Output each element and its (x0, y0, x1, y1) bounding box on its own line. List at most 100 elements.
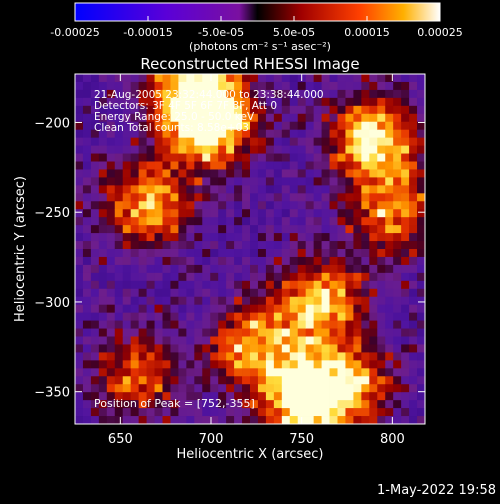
heatmap-cell (98, 129, 108, 139)
heatmap-cell (210, 153, 219, 162)
heatmap-cell (186, 328, 195, 337)
heatmap-cell (377, 193, 386, 202)
heatmap-cell (186, 241, 195, 250)
heatmap-cell (130, 153, 140, 162)
heatmap-cell (130, 97, 140, 107)
heatmap-cell (138, 209, 147, 218)
heatmap-cell (345, 416, 354, 425)
heatmap-cell (186, 121, 195, 131)
heatmap-cell (250, 280, 259, 290)
heatmap-cell (210, 161, 219, 170)
heatmap-cell (242, 89, 251, 99)
heatmap-cell (162, 400, 171, 409)
heatmap-cell (202, 264, 211, 274)
heatmap-cell (329, 416, 338, 425)
heatmap-cell (273, 129, 283, 139)
heatmap-cell (329, 137, 338, 146)
heatmap-cell (313, 320, 322, 329)
heatmap-cell (130, 249, 140, 258)
heatmap-cell (281, 113, 291, 123)
heatmap-cell (345, 233, 354, 242)
heatmap-cell (321, 97, 330, 107)
heatmap-cell (194, 328, 203, 337)
heatmap-cell (114, 344, 124, 353)
heatmap-cell (417, 233, 426, 242)
heatmap-cell (234, 328, 243, 337)
heatmap-cell (226, 272, 235, 282)
heatmap-cell (122, 225, 132, 234)
heatmap-cell (75, 384, 84, 393)
heatmap-cell (106, 288, 116, 298)
heatmap-cell (289, 145, 299, 154)
heatmap-cell (393, 249, 402, 258)
heatmap-cell (82, 376, 92, 385)
heatmap-cell (130, 105, 140, 115)
heatmap-cell (114, 360, 124, 369)
heatmap-cell (337, 408, 346, 417)
heatmap-cell (385, 113, 394, 123)
heatmap-cell (369, 336, 378, 345)
heatmap-cell (337, 296, 346, 306)
heatmap-cell (82, 145, 92, 154)
heatmap-cell (281, 105, 291, 115)
heatmap-cell (289, 97, 299, 107)
heatmap-cell (162, 137, 171, 146)
heatmap-cell (321, 336, 330, 345)
heatmap-cell (393, 328, 402, 337)
heatmap-cell (321, 225, 330, 234)
heatmap-cell (329, 233, 338, 242)
heatmap-cell (377, 89, 386, 99)
heatmap-cell (154, 74, 163, 83)
heatmap-cell (329, 153, 338, 162)
heatmap-cell (202, 320, 211, 329)
heatmap-cell (329, 272, 338, 282)
heatmap-cell (82, 225, 92, 234)
heatmap-cell (337, 392, 346, 401)
heatmap-cell (377, 384, 386, 393)
heatmap-cell (417, 145, 426, 154)
heatmap-cell (186, 89, 195, 99)
heatmap-cell (170, 113, 179, 123)
heatmap-cell (130, 217, 140, 226)
heatmap-cell (361, 336, 370, 345)
heatmap-cell (401, 384, 410, 393)
heatmap-cell (146, 209, 155, 218)
heatmap-cell (345, 392, 354, 401)
heatmap-cell (297, 272, 307, 282)
heatmap-cell (234, 384, 243, 393)
footer-timestamp: 1-May-2022 19:58 (377, 483, 496, 498)
heatmap-cell (337, 121, 346, 131)
heatmap-cell (106, 416, 116, 425)
heatmap-cell (218, 89, 227, 99)
heatmap-cell (393, 89, 402, 99)
heatmap-cell (369, 209, 378, 218)
heatmap-cell (138, 89, 147, 99)
heatmap-cell (210, 74, 219, 83)
heatmap-cell (265, 368, 275, 377)
heatmap-cell (75, 249, 84, 258)
heatmap-cell (401, 336, 410, 345)
heatmap-cell (130, 201, 140, 210)
heatmap-cell (305, 105, 315, 115)
heatmap-cell (106, 81, 116, 91)
heatmap-cell (162, 376, 171, 385)
heatmap-cell (265, 209, 275, 218)
heatmap-cell (226, 352, 235, 361)
colorbar-tick-label: 0.00015 (344, 26, 390, 39)
heatmap-cell (90, 360, 100, 369)
heatmap-cell (281, 272, 291, 282)
heatmap-cell (98, 376, 108, 385)
heatmap-cell (401, 376, 410, 385)
heatmap-cell (250, 368, 259, 377)
heatmap-cell (202, 121, 211, 131)
heatmap-cell (401, 161, 410, 170)
heatmap-cell (138, 320, 147, 329)
heatmap-cell (313, 360, 322, 369)
heatmap-cell (170, 193, 179, 202)
heatmap-cell (226, 113, 235, 123)
heatmap-cell (401, 249, 410, 258)
heatmap-cell (162, 368, 171, 377)
heatmap-cell (178, 256, 187, 266)
heatmap-cell (170, 249, 179, 258)
heatmap-cell (321, 360, 330, 369)
